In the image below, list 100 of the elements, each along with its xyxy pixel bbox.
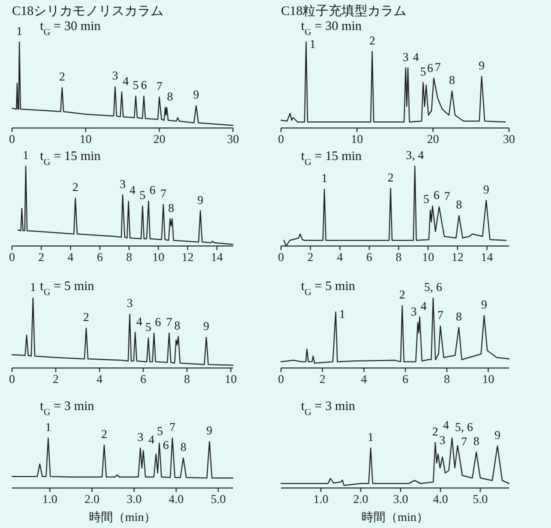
annotation: 4 — [148, 432, 154, 446]
text: t$_{G}$ = 3 min — [301, 398, 356, 418]
annotation: 3 — [137, 430, 144, 444]
x-tick-label: 8 — [126, 250, 132, 264]
text: t$_{G}$ = 30 min — [40, 18, 102, 38]
annotation: 4 — [130, 183, 136, 198]
x-tick-label: 1.0 — [313, 492, 328, 506]
annotation: t$_{G}$ = 15 min — [301, 148, 362, 168]
annotation: 7 — [160, 186, 166, 200]
annotation: 2 — [388, 170, 394, 184]
annotation: 7 — [437, 308, 444, 322]
annotation: t$_{G}$ = 5 min — [40, 278, 95, 298]
x-tick-label: 2 — [307, 250, 314, 264]
x-tick-label: 2.0 — [353, 492, 368, 506]
x-tick-label: 0 — [278, 250, 284, 264]
text: t$_{G}$ = 30 min — [301, 18, 362, 38]
annotation: 6 — [162, 438, 169, 452]
chart-title: C18シリカモノリスカラム — [12, 3, 164, 18]
x-tick-label: 6 — [96, 250, 103, 264]
x-tick-label: 2.0 — [84, 492, 100, 506]
annotation: 4 — [420, 298, 427, 313]
x-tick-label: 30 — [503, 132, 515, 146]
annotation: 2 — [83, 310, 90, 324]
x-tick-label: 3.0 — [126, 492, 142, 506]
annotation: 8 — [166, 89, 173, 104]
annotation: 7 — [461, 434, 468, 448]
annotation: 9 — [483, 182, 490, 196]
annotation: 8 — [174, 318, 180, 332]
annotation: 2 — [369, 33, 376, 48]
annotation: 3 — [439, 433, 446, 447]
annotation: t$_{G}$ = 15 min — [40, 148, 102, 168]
x-tick-label: 4.0 — [432, 492, 448, 506]
annotation: 7 — [444, 188, 450, 203]
x-tick-label: 0 — [278, 372, 284, 386]
annotation: 5 — [156, 424, 163, 438]
annotation: 8 — [456, 309, 462, 324]
annotation: 8 — [473, 434, 480, 448]
x-tick-label: 12 — [182, 250, 194, 264]
annotation: 7 — [434, 60, 441, 74]
x-tick-label: 2 — [52, 372, 59, 386]
annotation: 9 — [203, 319, 210, 334]
x-tick-label: 8 — [396, 250, 402, 264]
annotation: 4 — [412, 50, 419, 64]
annotation: 1 — [310, 37, 316, 51]
x-tick-label: 10 — [224, 372, 237, 386]
annotation: 5, 6 — [455, 420, 473, 434]
annotation: 8 — [456, 198, 462, 212]
x-tick-label: 4 — [336, 250, 343, 264]
annotation: 8 — [168, 200, 174, 215]
annotation: 2 — [432, 424, 438, 438]
annotation: 1 — [339, 307, 346, 321]
annotation: 5 — [423, 192, 430, 206]
annotation: 4 — [136, 314, 142, 328]
x-tick-label: 0 — [9, 372, 15, 386]
x-tick-label: 0 — [278, 132, 284, 146]
annotation: 5 — [140, 188, 146, 202]
annotation: 2 — [399, 288, 406, 302]
annotation: 6 — [434, 188, 440, 202]
annotation: 1 — [321, 171, 328, 186]
annotation: 4 — [443, 418, 450, 432]
annotation: 9 — [481, 298, 488, 312]
x-tick-label: 4.0 — [168, 492, 184, 506]
x-tick-label: 5.0 — [210, 492, 226, 506]
annotation: 6 — [150, 183, 156, 198]
x-tick-label: 12 — [452, 250, 464, 264]
x-tick-label: 0 — [9, 250, 15, 264]
annotation: 3 — [410, 304, 417, 318]
annotation: 7 — [156, 79, 162, 94]
x-tick-label: 4 — [360, 372, 367, 386]
annotation: 1 — [45, 420, 52, 434]
annotation: 9 — [478, 58, 485, 72]
annotation: 2 — [59, 70, 66, 84]
annotation: 3 — [112, 68, 118, 83]
annotation: 2 — [72, 180, 78, 194]
annotation: 5 — [420, 64, 426, 78]
x-tick-label: 20 — [153, 132, 166, 146]
annotation: 3 — [126, 296, 133, 310]
annotation: 3, 4 — [406, 148, 424, 162]
annotation: 1 — [30, 280, 36, 294]
annotation: 1 — [22, 148, 29, 162]
chart-title: C18粒子充填型カラム — [281, 3, 407, 18]
x-tick-label: 6 — [366, 250, 372, 264]
x-tick-label: 6 — [402, 372, 408, 386]
annotation: 2 — [101, 427, 108, 441]
annotation: 8 — [180, 440, 186, 454]
x-tick-label: 14 — [210, 250, 223, 264]
x-axis-title: 時間（min） — [362, 510, 428, 524]
x-tick-label: 1.0 — [42, 492, 58, 506]
x-axis-title: 時間（min） — [89, 510, 156, 524]
x-tick-label: 8 — [444, 372, 450, 386]
x-tick-label: 10 — [422, 250, 434, 264]
annotation: 7 — [166, 315, 172, 329]
annotation: 6 — [140, 78, 147, 92]
annotation: 9 — [193, 88, 200, 102]
x-tick-label: 10 — [351, 132, 363, 146]
annotation: 5 — [132, 78, 139, 92]
annotation: 7 — [169, 420, 176, 434]
x-tick-label: 5.0 — [472, 492, 488, 506]
x-tick-label: 6 — [140, 372, 146, 386]
annotation: 3 — [120, 176, 126, 191]
